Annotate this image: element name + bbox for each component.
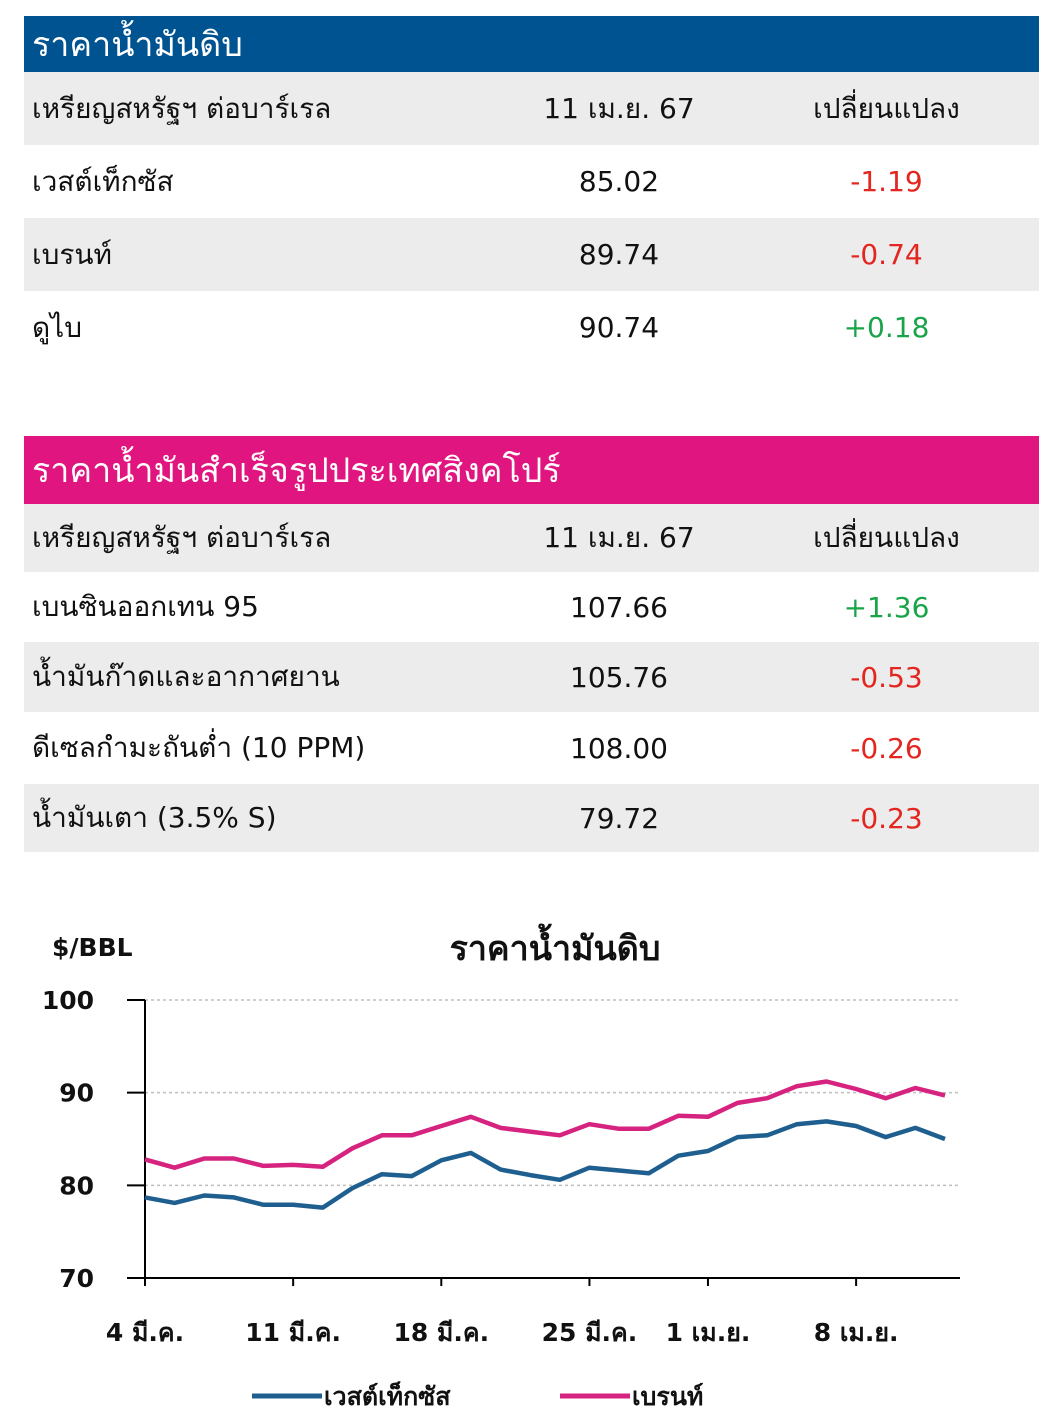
row-name: น้ำมันก๊าดและอากาศยาน <box>32 660 340 693</box>
row-change: -0.26 <box>850 731 923 765</box>
refined-oil-table: ราคาน้ำมันสำเร็จรูปประเทศสิงคโปร์ เหรียญ… <box>24 436 1039 852</box>
row-change: -0.74 <box>850 238 923 271</box>
crude-header-row: เหรียญสหรัฐฯ ต่อบาร์เรล 11 เม.ย. 67 เปลี… <box>24 72 1039 145</box>
row-name: ดูไบ <box>32 310 83 344</box>
chart-axes <box>127 999 960 1286</box>
refined-header-change: เปลี่ยนแปลง <box>813 521 960 554</box>
crude-oil-banner: ราคาน้ำมันดิบ <box>24 16 1039 72</box>
chart-y-ticks: 70 80 90 100 <box>42 986 94 1293</box>
table-row: ดูไบ 90.74 +0.18 <box>24 291 1039 364</box>
refined-header-unit: เหรียญสหรัฐฯ ต่อบาร์เรล <box>32 521 332 554</box>
row-change: +0.18 <box>843 311 930 344</box>
x-tick-label: 1 เม.ย. <box>666 1318 751 1347</box>
y-tick-label: 70 <box>59 1264 94 1293</box>
table-row: น้ำมันเตา (3.5% S) 79.72 -0.23 <box>24 784 1039 852</box>
chart-legend: เวสต์เท็กซัส เบรนท์ <box>252 1381 703 1411</box>
row-price: 108.00 <box>570 731 668 765</box>
row-name: เวสต์เท็กซัส <box>32 164 174 198</box>
table-row: เบนซินออกเทน 95 107.66 +1.36 <box>24 572 1039 642</box>
row-price: 105.76 <box>570 660 668 694</box>
row-price: 107.66 <box>570 590 668 624</box>
table-row: ดีเซลกำมะถันต่ำ (10 PPM) 108.00 -0.26 <box>24 712 1039 784</box>
x-tick-label: 25 มี.ค. <box>542 1318 638 1347</box>
crude-header-change: เปลี่ยนแปลง <box>813 91 960 125</box>
table-row: เวสต์เท็กซัส 85.02 -1.19 <box>24 145 1039 218</box>
x-tick-label: 8 เม.ย. <box>814 1318 899 1347</box>
crude-oil-table: ราคาน้ำมันดิบ เหรียญสหรัฐฯ ต่อบาร์เรล 11… <box>24 16 1039 364</box>
row-change: -1.19 <box>850 165 923 198</box>
crude-oil-chart: $/BBL ราคาน้ำมันดิบ 70 80 90 100 4 มี.ค. 11 … <box>42 923 960 1411</box>
row-name: เบนซินออกเทน 95 <box>32 590 259 623</box>
chart-series <box>144 1079 946 1210</box>
series-line-wti <box>144 1119 946 1210</box>
refined-header-row: เหรียญสหรัฐฯ ต่อบาร์เรล 11 เม.ย. 67 เปลี… <box>24 504 1039 572</box>
row-name: เบรนท์ <box>32 237 112 271</box>
x-tick-label: 11 มี.ค. <box>245 1318 341 1347</box>
row-name: ดีเซลกำมะถันต่ำ (10 PPM) <box>32 731 366 764</box>
chart-x-ticks: 4 มี.ค. 11 มี.ค. 18 มี.ค. 25 มี.ค. 1 เม.ย. 8 … <box>106 1318 899 1347</box>
row-price: 79.72 <box>578 801 660 835</box>
refined-oil-title: ราคาน้ำมันสำเร็จรูปประเทศสิงคโปร์ <box>32 451 561 491</box>
row-change: -0.53 <box>850 660 923 694</box>
crude-header-unit: เหรียญสหรัฐฯ ต่อบาร์เรล <box>32 91 332 125</box>
table-row: น้ำมันก๊าดและอากาศยาน 105.76 -0.53 <box>24 642 1039 712</box>
series-line-brent <box>144 1079 946 1170</box>
y-tick-label: 90 <box>59 1079 94 1108</box>
crude-oil-title: ราคาน้ำมันดิบ <box>32 25 243 65</box>
x-tick-label: 4 มี.ค. <box>106 1318 184 1347</box>
row-price: 89.74 <box>578 238 660 271</box>
legend-label-wti: เวสต์เท็กซัส <box>324 1381 451 1411</box>
row-price: 85.02 <box>578 165 660 198</box>
row-name: น้ำมันเตา (3.5% S) <box>32 801 277 834</box>
y-tick-label: 80 <box>59 1171 94 1200</box>
row-price: 90.74 <box>578 311 660 344</box>
crude-header-date: 11 เม.ย. 67 <box>543 91 695 125</box>
x-tick-label: 18 มี.ค. <box>393 1318 489 1347</box>
legend-label-brent: เบรนท์ <box>632 1382 703 1411</box>
table-row: เบรนท์ 89.74 -0.74 <box>24 218 1039 291</box>
chart-ylabel: $/BBL <box>52 933 133 962</box>
refined-header-date: 11 เม.ย. 67 <box>543 521 695 554</box>
chart-gridlines <box>145 999 960 1187</box>
row-change: +1.36 <box>843 590 930 624</box>
y-tick-label: 100 <box>42 986 94 1015</box>
row-change: -0.23 <box>850 801 923 835</box>
refined-oil-banner: ราคาน้ำมันสำเร็จรูปประเทศสิงคโปร์ <box>24 436 1039 504</box>
chart-title: ราคาน้ำมันดิบ <box>450 923 661 969</box>
